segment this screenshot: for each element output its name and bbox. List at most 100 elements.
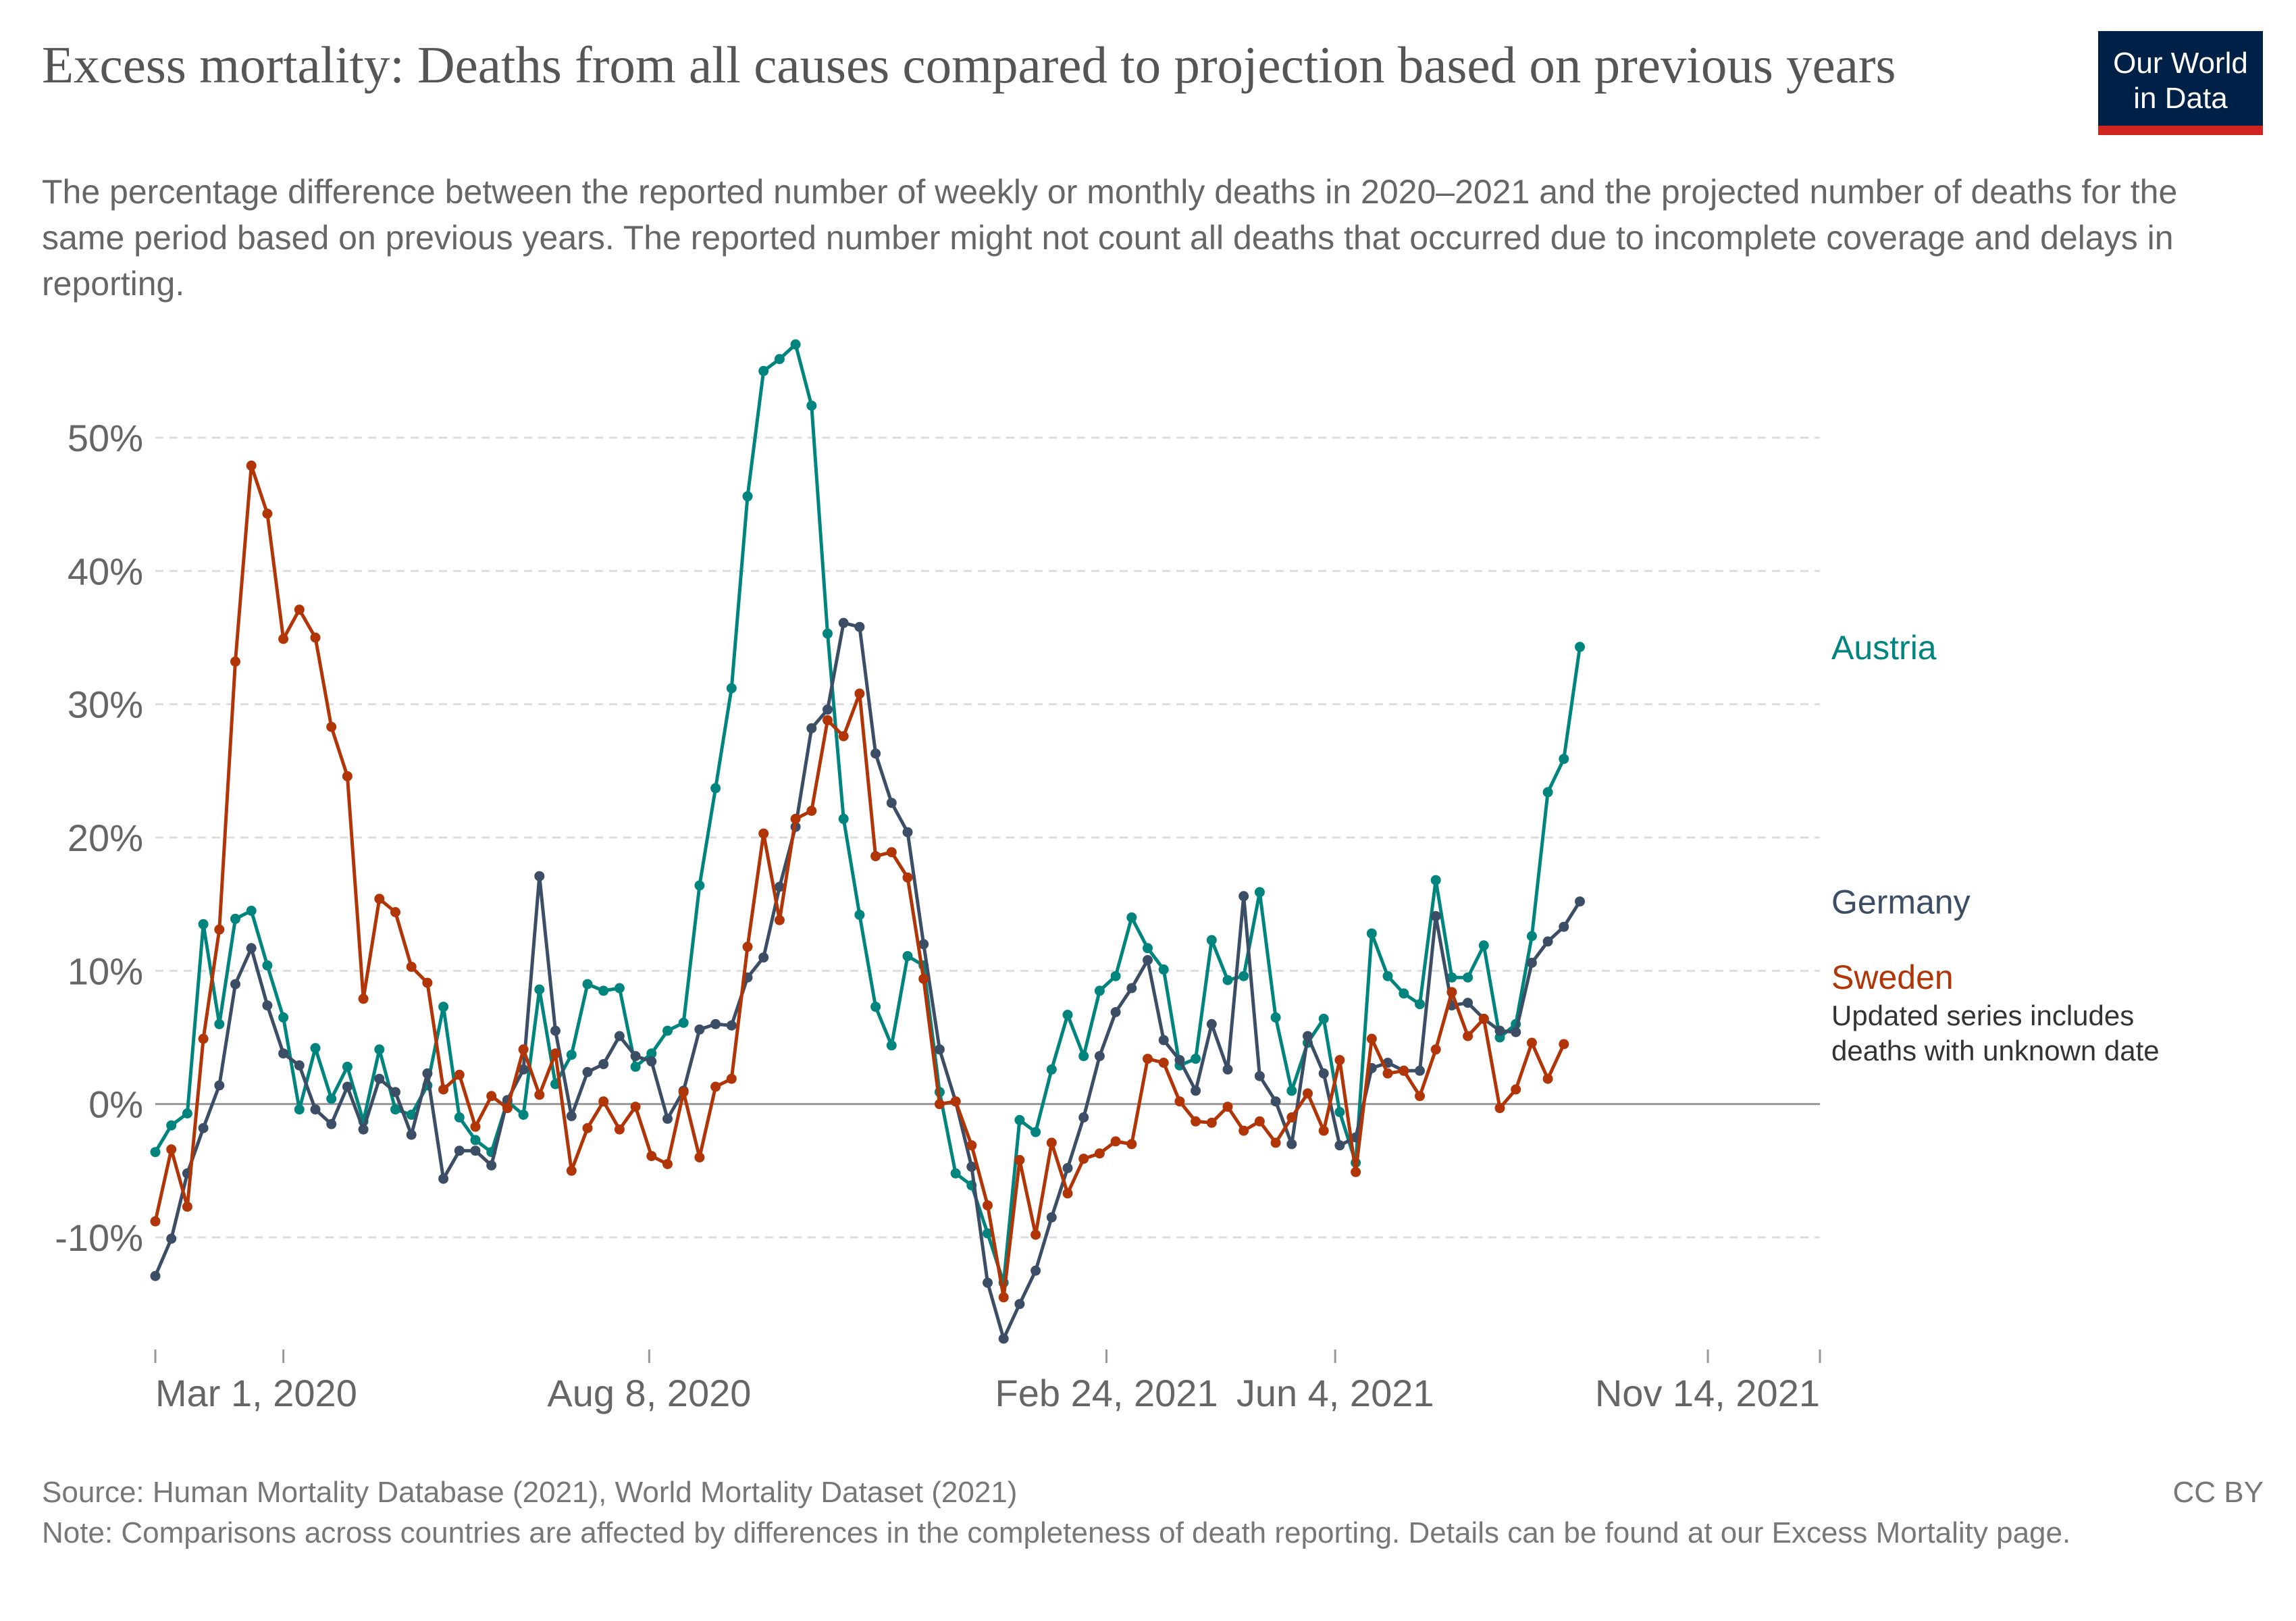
data-point [534,871,545,881]
logo-accent-bar [2098,126,2263,135]
data-point [502,1103,513,1114]
data-point [1191,1085,1201,1096]
data-point [742,491,753,502]
y-axis: -10% 0% 10% 20% 30% 40% 50% [55,417,143,1259]
data-point [518,1044,529,1055]
data-point [358,994,369,1004]
data-point [646,1151,657,1162]
y-tick-label: -10% [55,1216,143,1259]
data-point [342,771,353,781]
series-sweden [150,460,1569,1303]
data-point [886,1040,897,1051]
data-point [422,977,433,988]
data-point [1254,887,1265,898]
data-point [918,939,929,950]
x-axis: Mar 1, 2020 Aug 8, 2020 Feb 24, 2021 Jun 4,… [154,1349,1821,1414]
data-point [1143,1054,1153,1064]
data-point [550,1025,560,1036]
data-point [1206,1117,1217,1128]
series-lines [150,339,1585,1344]
data-point [438,1084,449,1095]
data-point [1286,1139,1297,1150]
data-point [182,1108,192,1118]
data-point [230,657,240,667]
data-point [694,1152,705,1163]
data-point [694,880,705,891]
data-point [806,806,817,816]
series-label-sweden: Sweden [1831,958,1954,996]
data-point [710,1081,721,1092]
data-point [246,943,257,954]
data-point [1399,1065,1409,1076]
data-point [806,723,817,734]
data-point [534,984,545,995]
data-point [214,1080,225,1091]
data-point [598,985,609,996]
data-point [1463,998,1473,1008]
y-tick-label: 0% [88,1083,143,1126]
data-point [886,798,897,808]
data-point [262,1000,273,1011]
data-point [1526,931,1537,942]
data-point [758,365,769,376]
data-point [950,1168,961,1179]
data-point [918,973,929,984]
data-point [998,1333,1009,1344]
license-link[interactable]: CC BY [2172,1476,2264,1509]
data-point [470,1135,481,1146]
data-point [326,721,337,732]
data-point [726,1020,737,1031]
series-austria [150,339,1585,1288]
data-point [614,1124,625,1135]
data-point [1110,1007,1121,1017]
data-point [1286,1112,1297,1123]
data-point [566,1050,577,1060]
x-tick-label: Nov 14, 2021 [1595,1372,1820,1414]
owid-logo[interactable]: Our World in Data [2098,31,2263,135]
data-point [1062,1188,1073,1199]
data-point [246,906,257,916]
data-point [470,1121,481,1132]
data-point [454,1112,465,1123]
data-point [358,1124,369,1135]
data-point [150,1216,161,1227]
data-point [1030,1265,1041,1276]
data-point [1511,1027,1521,1037]
data-point [950,1096,961,1107]
logo-line-2: in Data [2133,82,2228,115]
data-point [1463,1031,1473,1041]
data-point [1270,1137,1281,1148]
data-point [550,1048,560,1059]
data-point [198,919,209,929]
sweden-annotation-line: deaths with unknown date [1831,1035,2160,1066]
data-point [326,1118,337,1129]
data-point [1238,971,1249,981]
data-point [1334,1140,1345,1151]
data-point [438,1173,449,1184]
data-point [790,813,801,824]
data-point [838,617,849,628]
x-tick-label: Jun 4, 2021 [1236,1372,1434,1414]
data-point [454,1146,465,1156]
data-point [1446,972,1457,983]
data-point [1222,1064,1233,1075]
data-point [310,632,321,643]
data-point [1318,1013,1329,1024]
y-tick-label: 10% [68,950,143,992]
data-point [1094,1148,1105,1159]
data-point [630,1061,641,1072]
data-point [1303,1031,1313,1041]
data-point [1542,1073,1553,1084]
data-point [1238,891,1249,902]
data-point [406,1110,417,1120]
data-point [374,1044,385,1055]
series-label-austria: Austria [1831,629,1937,667]
data-point [1254,1071,1265,1081]
data-point [1303,1088,1313,1099]
data-point [1430,1044,1441,1055]
y-tick-label: 40% [68,550,143,592]
data-point [1046,1212,1057,1223]
data-point [1559,1039,1569,1050]
data-point [1430,910,1441,921]
data-point [406,961,417,972]
